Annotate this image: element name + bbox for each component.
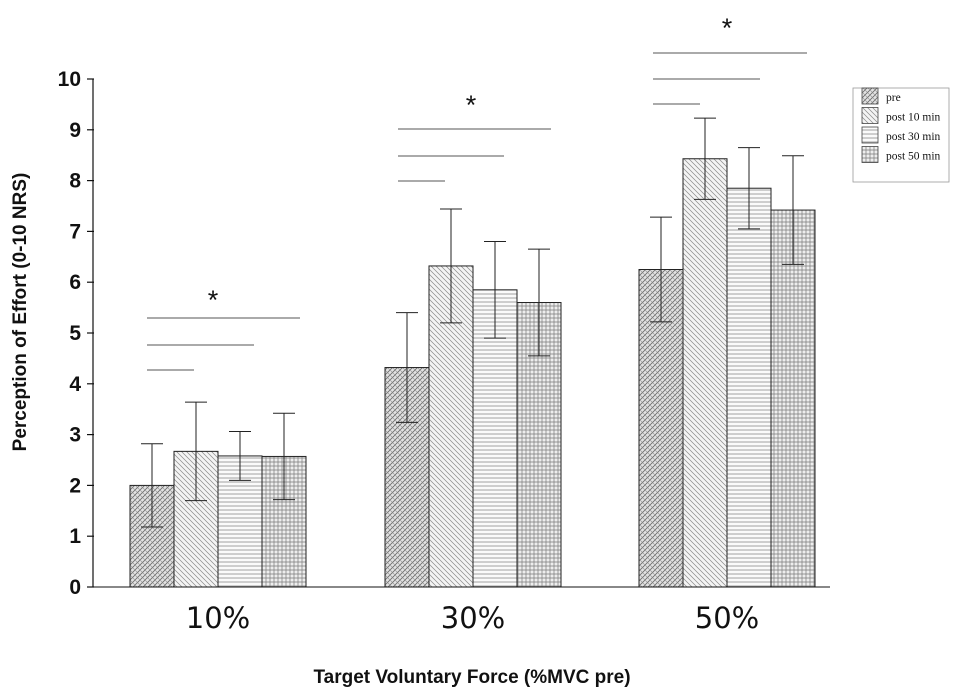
error-bar — [738, 147, 760, 230]
legend: pre post 10 min post 30 min post 50 min — [852, 87, 950, 183]
bar — [770, 209, 816, 588]
y-tick-label: 9 — [69, 119, 81, 142]
significance-star: * — [208, 285, 219, 315]
error-bar — [396, 312, 418, 423]
legend-item: post 10 min — [861, 107, 941, 124]
bar — [638, 269, 684, 588]
x-category-label: 50% — [695, 601, 759, 635]
error-bar — [141, 443, 163, 528]
bar — [726, 187, 772, 588]
bar — [472, 289, 518, 588]
error-bar — [782, 155, 804, 265]
bars-layer — [129, 158, 816, 588]
y-axis: 0 1 2 3 4 5 6 7 8 9 10 — [58, 68, 830, 599]
significance-star: * — [722, 13, 733, 43]
y-tick-label: 4 — [69, 373, 81, 396]
significance-star: * — [466, 90, 477, 120]
y-tick-label: 6 — [69, 271, 81, 294]
legend-swatch — [861, 146, 879, 163]
error-bar — [694, 117, 716, 200]
x-category-label: 10% — [186, 601, 250, 635]
legend-label: post 30 min — [886, 131, 941, 143]
y-tick-label: 10 — [58, 68, 81, 91]
legend-label: post 50 min — [886, 151, 941, 163]
error-bar — [229, 431, 251, 481]
legend-label: post 10 min — [886, 112, 941, 124]
error-bars-layer — [141, 117, 804, 528]
y-tick-label: 5 — [69, 322, 81, 345]
legend-item: post 50 min — [861, 146, 941, 163]
y-tick-label: 1 — [69, 525, 81, 548]
error-bar — [528, 248, 550, 357]
legend-swatch — [861, 126, 879, 144]
y-tick-label: 0 — [69, 576, 81, 599]
bar — [682, 158, 728, 588]
legend-item: post 30 min — [861, 126, 941, 144]
significance-layer: * * * — [147, 13, 807, 371]
x-axis-title: Target Voluntary Force (%MVC pre) — [313, 667, 630, 688]
y-tick-label: 8 — [69, 170, 81, 193]
y-axis-title: Perception of Effort (0-10 NRS) — [10, 173, 31, 452]
legend-item: pre — [861, 87, 901, 105]
error-bar — [484, 241, 506, 339]
y-tick-label: 3 — [69, 424, 81, 447]
legend-label: pre — [886, 92, 901, 104]
error-bar — [650, 216, 672, 323]
error-bar — [440, 208, 462, 324]
x-category-label: 30% — [441, 601, 505, 635]
y-tick-label: 7 — [69, 220, 81, 243]
y-tick-label: 2 — [69, 474, 81, 497]
error-bar — [273, 412, 295, 501]
legend-swatch — [861, 87, 879, 105]
error-bar — [185, 401, 207, 502]
legend-swatch — [861, 107, 879, 124]
x-axis-categories: 10% 30% 50% — [186, 601, 759, 635]
